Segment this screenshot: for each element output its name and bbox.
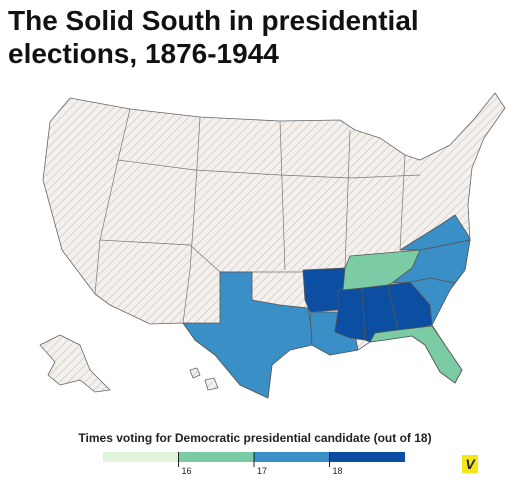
legend-tick-label: 17 xyxy=(257,466,267,476)
state-borders xyxy=(344,129,351,269)
legend-tick-label: 16 xyxy=(182,466,192,476)
state xyxy=(369,325,463,384)
hawaii xyxy=(204,377,219,391)
southern-states xyxy=(182,214,471,399)
state-borders xyxy=(94,108,131,295)
state-borders xyxy=(182,116,201,324)
state xyxy=(182,271,313,399)
legend-swatch xyxy=(178,452,254,462)
title: The Solid South in presidential election… xyxy=(8,5,419,69)
state-borders xyxy=(399,154,406,251)
legend-swatch xyxy=(103,452,179,462)
logo-box xyxy=(462,455,478,473)
state-borders xyxy=(279,120,286,271)
hawaii xyxy=(189,367,201,379)
state xyxy=(334,287,366,341)
legend-tick-label: 18 xyxy=(333,466,343,476)
legend-swatch xyxy=(254,452,330,462)
legend: 16 17 18 xyxy=(103,452,405,476)
alaska xyxy=(39,334,111,393)
state xyxy=(342,249,421,291)
logo: V xyxy=(465,456,476,472)
state-borders xyxy=(117,159,421,179)
state xyxy=(399,214,471,251)
legend-title: Times voting for Democratic presidential… xyxy=(78,431,431,445)
legend-swatch xyxy=(329,452,405,462)
